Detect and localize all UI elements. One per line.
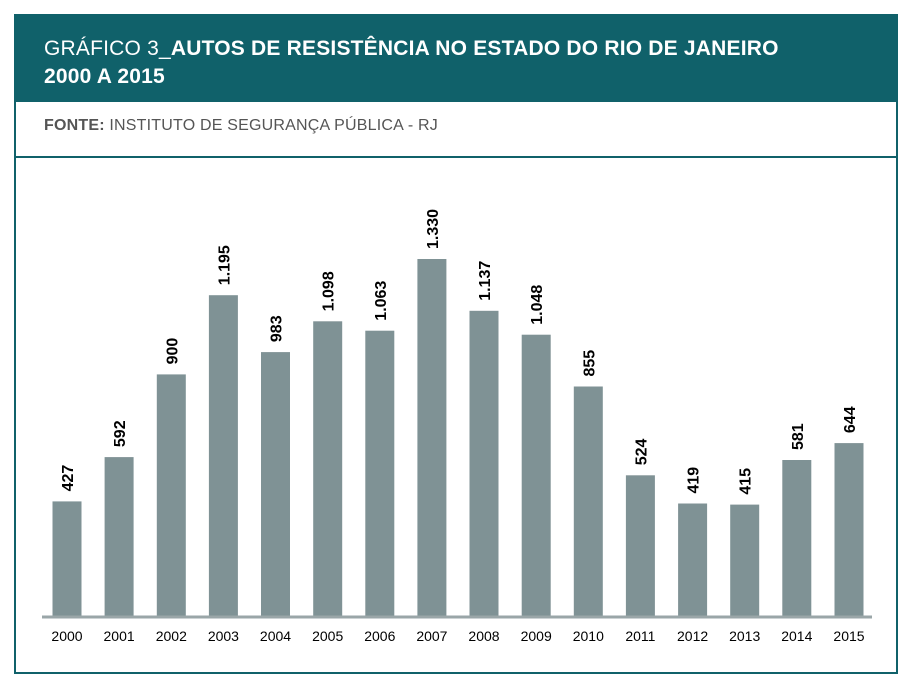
x-tick-2008: 2008 (468, 628, 499, 644)
source-text: INSTITUTO DE SEGURANÇA PÚBLICA - RJ (109, 117, 438, 134)
data-label-2008: 1.137 (477, 261, 494, 301)
x-tick-2007: 2007 (416, 628, 447, 644)
x-tick-2004: 2004 (260, 628, 291, 644)
data-label-2005: 1.098 (321, 271, 338, 311)
bar-2007 (417, 259, 447, 616)
x-tick-2015: 2015 (833, 628, 864, 644)
bar-2001 (104, 457, 134, 616)
bar-2005 (313, 321, 343, 616)
chart-title: GRÁFICO 3_AUTOS DE RESISTÊNCIA NO ESTADO… (44, 35, 868, 91)
bar-2008 (469, 310, 499, 616)
source-label: FONTE: (44, 117, 105, 134)
data-label-2001: 592 (112, 420, 129, 447)
bar-2012 (678, 503, 708, 616)
bar-2011 (625, 475, 655, 616)
x-tick-2011: 2011 (625, 628, 655, 644)
source-note: FONTE: INSTITUTO DE SEGURANÇA PÚBLICA - … (44, 117, 438, 135)
x-tick-2009: 2009 (521, 628, 552, 644)
title-main: AUTOS DE RESISTÊNCIA NO ESTADO DO RIO DE… (170, 37, 779, 60)
bar-2004 (261, 352, 290, 616)
x-tick-2014: 2014 (781, 628, 812, 644)
data-label-2012: 419 (686, 467, 703, 494)
x-tick-2001: 2001 (104, 628, 135, 644)
bar-2009 (521, 334, 551, 616)
bar-2002 (156, 374, 186, 616)
data-label-2011: 524 (633, 439, 650, 466)
x-tick-2012: 2012 (677, 628, 708, 644)
bar-2010 (573, 386, 603, 616)
data-label-2004: 983 (269, 315, 286, 342)
x-tick-2005: 2005 (312, 628, 343, 644)
data-label-2007: 1.330 (425, 209, 442, 249)
x-tick-2003: 2003 (208, 628, 239, 644)
data-label-2006: 1.063 (373, 281, 390, 321)
title-prefix: GRÁFICO 3_ (44, 37, 171, 60)
bar-2006 (365, 330, 395, 616)
data-label-2010: 855 (581, 350, 598, 377)
bar-2013 (730, 504, 760, 616)
x-tick-2013: 2013 (729, 628, 760, 644)
chart-header: GRÁFICO 3_AUTOS DE RESISTÊNCIA NO ESTADO… (14, 14, 898, 102)
data-label-2013: 415 (738, 468, 755, 495)
title-period: 2000 A 2015 (44, 65, 165, 88)
x-tick-2006: 2006 (364, 628, 395, 644)
data-label-2014: 581 (790, 423, 807, 450)
x-tick-2000: 2000 (51, 628, 82, 644)
data-label-2002: 900 (164, 338, 181, 365)
x-tick-2010: 2010 (573, 628, 604, 644)
x-tick-2002: 2002 (156, 628, 187, 644)
data-label-2015: 644 (842, 406, 859, 433)
bar-2014 (782, 460, 812, 616)
bar-2015 (834, 443, 864, 616)
header-separator (16, 156, 896, 158)
bar-2003 (208, 295, 238, 616)
data-label-2003: 1.195 (216, 245, 233, 285)
data-label-2000: 427 (60, 465, 77, 492)
bar-2000 (52, 501, 82, 616)
data-label-2009: 1.048 (529, 285, 546, 325)
